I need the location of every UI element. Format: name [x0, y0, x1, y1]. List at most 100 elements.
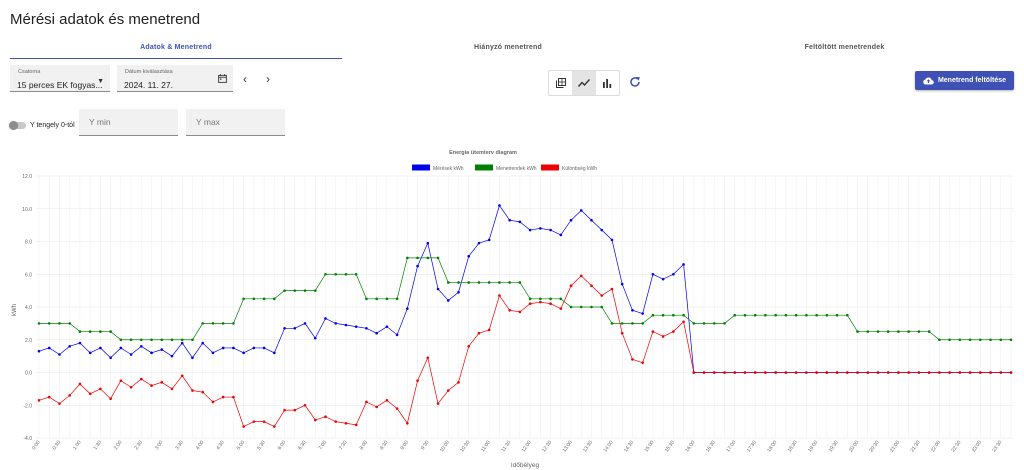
series-0-point: [539, 227, 542, 230]
x-tick-label: 1:30: [93, 440, 104, 452]
series-0-point: [109, 356, 112, 360]
chevron-right-icon[interactable]: ›: [266, 72, 270, 86]
y-tick-label: 6.0: [25, 272, 32, 278]
x-tick-label: 19:00: [807, 440, 819, 454]
series-2-point: [232, 395, 235, 399]
series-2-point: [344, 421, 348, 425]
y-min-field[interactable]: [79, 109, 178, 136]
series-0-point: [559, 233, 563, 237]
series-0-point: [78, 341, 82, 345]
series-2-point: [620, 331, 624, 335]
x-axis-label: Időbélyeg: [511, 462, 540, 469]
x-tick-label: 22:30: [950, 440, 962, 454]
series-2-point: [221, 395, 225, 399]
y-max-field[interactable]: [186, 109, 285, 136]
x-tick-label: 18:30: [787, 440, 799, 454]
series-0-point: [273, 351, 276, 355]
bar-chart-view-button[interactable]: [596, 71, 619, 95]
series-0-point: [487, 238, 491, 242]
upload-schedule-label: Menetrend feltöltése: [937, 77, 1007, 84]
series-1-point: [743, 313, 747, 317]
series-0-point: [58, 353, 61, 356]
series-1-point: [508, 281, 511, 284]
series-1-point: [794, 313, 798, 317]
series-0-point: [293, 326, 297, 330]
series-1-point: [487, 281, 491, 284]
series-1-point: [47, 322, 51, 325]
series-0-point: [498, 204, 501, 207]
series-2-point: [610, 287, 614, 291]
y-max-input[interactable]: [194, 116, 278, 128]
x-tick-label: 14:30: [623, 440, 635, 454]
x-tick-label: 13:30: [582, 440, 594, 454]
series-0-point: [436, 287, 440, 291]
series-1-point: [68, 322, 71, 325]
tab-uploaded-schedules[interactable]: Feltöltött menetrendek: [804, 43, 885, 51]
series-1-point: [426, 256, 430, 260]
series-2-point: [764, 371, 767, 374]
series-1-point: [958, 338, 962, 342]
y-min-input[interactable]: [87, 116, 171, 128]
series-2-point: [927, 371, 931, 374]
refresh-icon[interactable]: [628, 75, 642, 89]
y-axis-zero-toggle[interactable]: [9, 120, 26, 130]
x-tick-label: 9:00: [399, 440, 410, 452]
tab-data-schedule[interactable]: Adatok & Menetrend: [10, 36, 342, 59]
tab-missing-schedule[interactable]: Hiányzó menetrend: [474, 43, 542, 51]
y-tick-label: 12.0: [22, 174, 32, 180]
series-1-point: [313, 289, 317, 292]
series-0-point: [406, 307, 409, 310]
page-title: Mérési adatok és menetrend: [10, 11, 201, 28]
series-2-point: [78, 382, 82, 386]
series-2-point: [385, 399, 389, 402]
series-0-point: [262, 346, 266, 350]
series-2-point: [68, 394, 71, 397]
series-1-point: [631, 322, 634, 325]
date-picker-field[interactable]: Dátum kiválasztása 2024. 11. 27.: [117, 65, 233, 92]
energy-schedule-chart: Energia ütemterv diagram Mérések kWh Mene…: [12, 150, 1014, 469]
series-0-point: [579, 209, 583, 212]
x-tick-label: 23:00: [971, 440, 983, 454]
series-0-point: [672, 272, 675, 276]
calendar-icon[interactable]: [218, 74, 227, 83]
y-axis-zero-label: Y tengely 0-tól: [30, 122, 75, 129]
line-chart-view-button[interactable]: [572, 71, 596, 95]
series-1-point: [201, 322, 205, 325]
series-1-point: [774, 313, 777, 317]
y-tick-label: 8.0: [25, 240, 32, 246]
series-2-point: [784, 371, 788, 374]
series-2-point: [487, 328, 491, 332]
series-1-point: [395, 297, 399, 301]
table-view-button[interactable]: [549, 71, 572, 95]
series-2-point: [365, 400, 368, 404]
series-0-point: [467, 254, 471, 258]
series-1-point: [641, 322, 644, 325]
legend-swatch: [541, 164, 559, 171]
x-tick-label: 8:30: [379, 440, 390, 452]
series-2-point: [88, 392, 92, 396]
channel-select[interactable]: Csatorna 15 perces EK fogyas... ▼: [10, 65, 110, 92]
series-1-point: [999, 338, 1003, 342]
series-1-point: [119, 338, 123, 342]
series-2-point: [835, 371, 839, 374]
legend-swatch: [412, 164, 430, 171]
y-tick-label: 2.0: [25, 338, 32, 344]
series-1-point: [764, 313, 767, 317]
series-2-point: [211, 400, 215, 404]
series-2-point: [140, 377, 143, 381]
series-2-point: [252, 420, 256, 423]
series-0-point: [119, 346, 123, 350]
upload-schedule-button[interactable]: Menetrend feltöltése: [915, 71, 1014, 90]
x-axis-ticks: 0:00 0:30 1:00 1:30 2:00 2:30 3:00 3:30 4:00 4:30…: [31, 440, 1003, 454]
series-2-line: [38, 275, 1011, 428]
series-1-point: [948, 338, 951, 342]
series-2-point: [354, 423, 358, 427]
series-1-point: [886, 330, 890, 333]
series-2-point: [37, 399, 41, 402]
series-1-point: [702, 322, 706, 325]
y-tick-label: -4.0: [23, 436, 32, 442]
series-0-point: [518, 220, 522, 224]
tab-bar: Adatok & Menetrend Hiányzó menetrend Fel…: [10, 36, 1015, 59]
series-0-point: [140, 345, 143, 348]
chevron-left-icon[interactable]: ‹: [243, 72, 247, 86]
